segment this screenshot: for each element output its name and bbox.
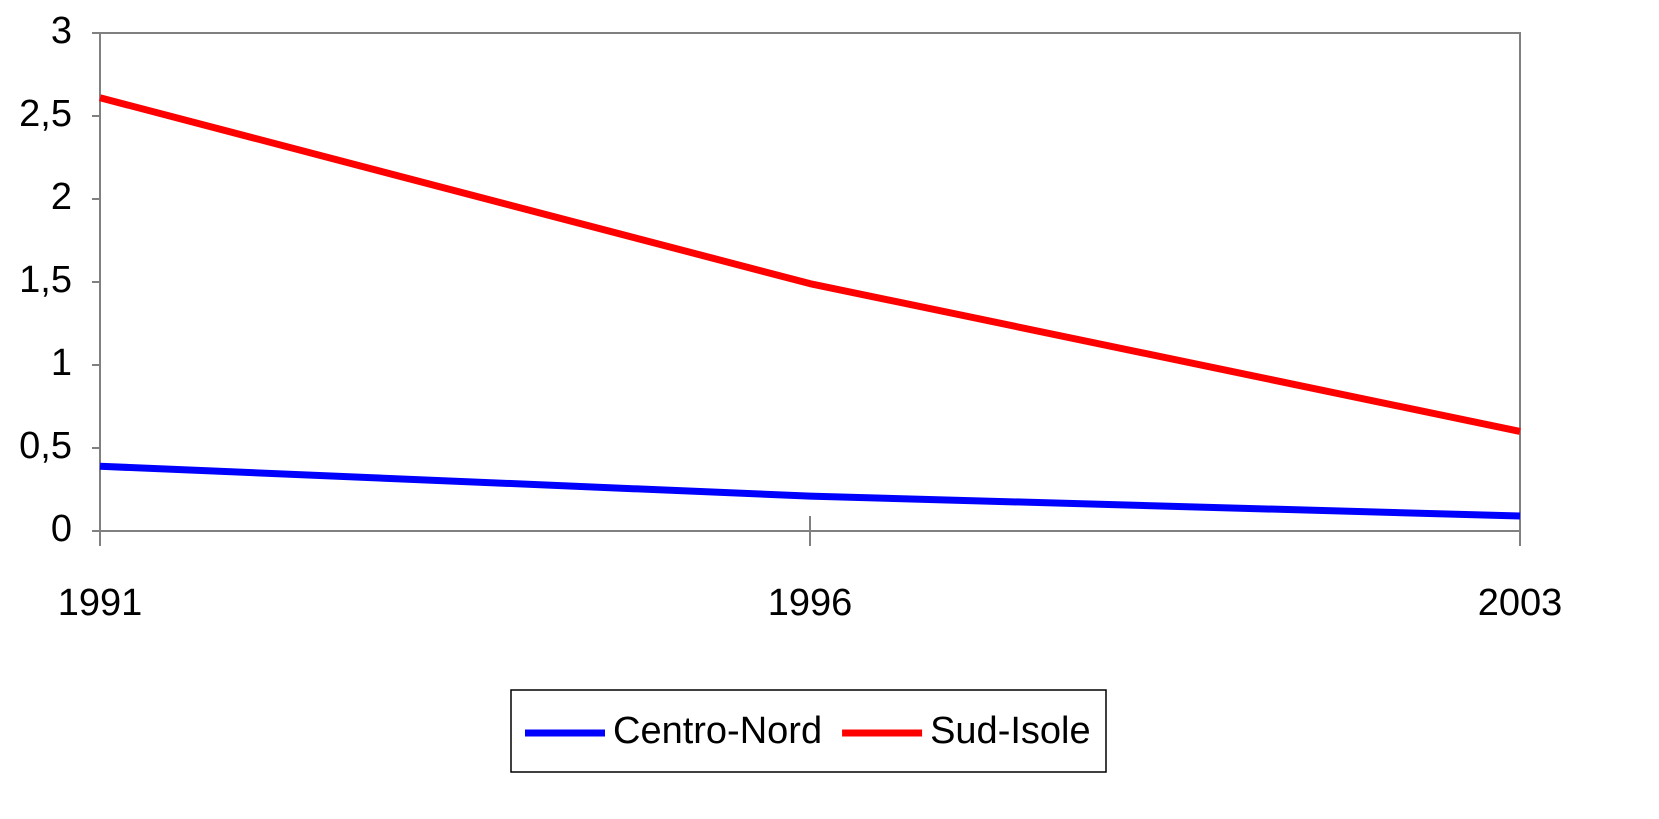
series-line xyxy=(99,462,1521,520)
series-line xyxy=(99,94,1521,435)
x-tick-label: 1996 xyxy=(768,582,853,624)
y-tick-label: 2 xyxy=(51,176,72,218)
y-tick-label: 1,5 xyxy=(19,259,72,301)
y-tick-label: 1 xyxy=(51,342,72,384)
y-tick-label: 0 xyxy=(51,508,72,550)
y-tick-label: 3 xyxy=(51,10,72,52)
y-tick-label: 2,5 xyxy=(19,93,72,135)
y-tick-label: 0,5 xyxy=(19,425,72,467)
legend-box xyxy=(510,689,1107,773)
x-tick-label: 1991 xyxy=(58,582,143,624)
x-tick-label: 2003 xyxy=(1478,582,1563,624)
legend-label: Centro-Nord xyxy=(613,710,822,752)
legend-label: Sud-Isole xyxy=(930,710,1091,752)
